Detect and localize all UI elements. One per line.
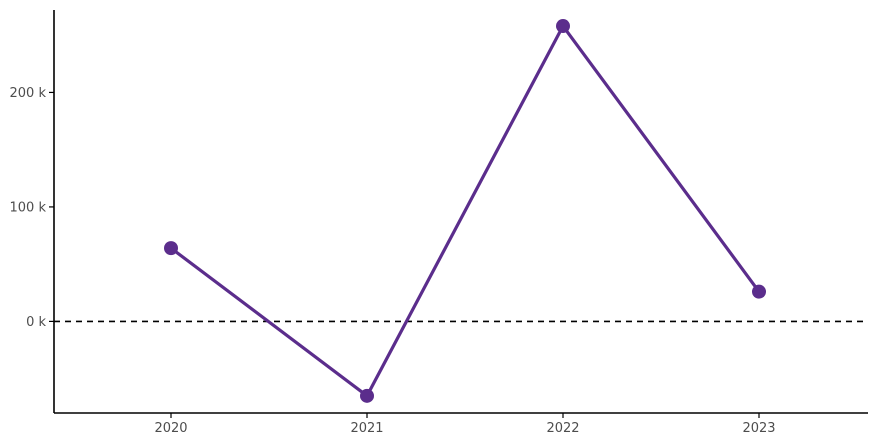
x-tick-label: 2021 [350,421,383,434]
x-tick-label: 2020 [154,421,187,434]
data-point [752,284,766,299]
data-point [360,388,374,403]
data-point [556,19,570,34]
y-tick-label: 100 k [10,200,47,215]
series-line [170,24,761,398]
axes: 0 k 100 k 200 k 2020 2021 2022 2023 [10,10,868,434]
y-tick-label: 0 k [26,315,46,330]
x-tick-label: 2023 [742,421,775,434]
data-point [164,241,178,256]
y-tick-label: 200 k [10,86,47,101]
series-group [164,19,766,403]
x-tick-label: 2022 [546,421,579,434]
